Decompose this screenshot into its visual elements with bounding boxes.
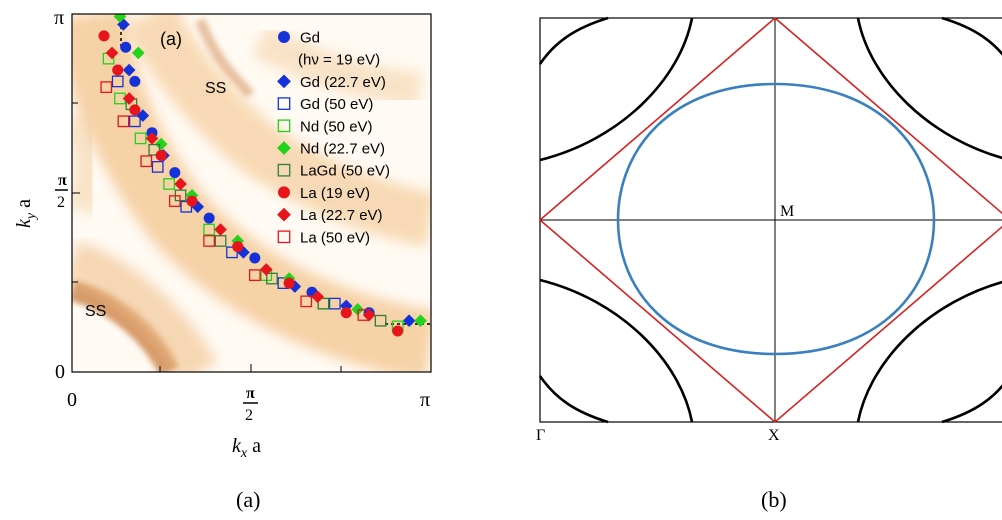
legend-label-1: Gd (22.7 eV) <box>300 74 386 91</box>
legend-label-0: Gd <box>300 30 320 47</box>
data-point-gd-1-8 <box>402 314 416 328</box>
arpes-intensity-map <box>72 14 431 372</box>
data-point-gd-2-1 <box>128 115 141 128</box>
point-label-gamma: Γ <box>536 427 545 444</box>
data-point-gd-0-1 <box>129 75 141 87</box>
data-point-la-7-2 <box>145 132 159 145</box>
data-point-la-6-4 <box>186 195 198 207</box>
data-point-la-8-0 <box>100 81 113 93</box>
data-point-la-6-8 <box>392 325 404 337</box>
data-point-la-7-3 <box>174 177 187 191</box>
data-point-gd-2-3 <box>180 200 193 213</box>
point-label-m: M <box>780 203 794 220</box>
axis-ticks <box>72 13 342 373</box>
legend-label-7: La (22.7 eV) <box>300 207 383 224</box>
data-point-la-7-4 <box>214 223 227 236</box>
legend-label-3: Nd (50 eV) <box>300 118 373 135</box>
panel-b: M Γ X <box>536 16 1002 444</box>
data-point-gd-0-3 <box>169 167 181 179</box>
legend-marker-0 <box>278 31 290 43</box>
data-points <box>98 14 427 337</box>
caption-b: (b) <box>761 487 787 512</box>
legend-label-6: La (19 eV) <box>300 185 370 202</box>
data-point-lagd-5-6 <box>374 314 387 327</box>
data-point-la-8-1 <box>117 115 130 128</box>
data-point-la-6-5 <box>232 241 244 253</box>
svg-text:2: 2 <box>245 407 253 424</box>
caption-a: (a) <box>236 487 261 512</box>
legend-marker-5 <box>277 163 291 177</box>
panel-label-a: (a) <box>160 29 182 49</box>
data-point-la-7-5 <box>259 263 273 276</box>
legend-marker-8 <box>277 230 291 244</box>
svg-text:π: π <box>246 385 255 402</box>
data-point-la-7-6 <box>311 290 325 304</box>
y-tick-label-zero: 0 <box>55 361 65 383</box>
data-point-la-6-0 <box>98 30 110 42</box>
data-point-gd-2-0 <box>111 75 124 88</box>
legend-marker-6 <box>278 186 290 199</box>
legend-label-2: Gd (50 eV) <box>300 96 373 113</box>
data-point-la-6-2 <box>129 104 141 116</box>
data-point-gd-2-2 <box>151 161 164 173</box>
legend-subtitle: (hν = 19 eV) <box>298 52 380 69</box>
data-point-gd-0-4 <box>203 212 215 224</box>
data-point-la-8-3 <box>168 195 181 207</box>
svg-text:π: π <box>58 172 67 189</box>
y-tick-label-pi: π <box>54 7 64 29</box>
data-point-la-8-4 <box>203 235 216 247</box>
data-point-lagd-5-5 <box>317 297 330 310</box>
x-axis-label: kx a <box>232 435 261 461</box>
data-point-la-7-1 <box>122 92 136 105</box>
data-point-nd-4-7 <box>414 314 427 328</box>
data-point-gd-1-1 <box>122 63 136 77</box>
legend-marker-1 <box>277 74 291 89</box>
data-point-gd-2-4 <box>226 246 238 259</box>
fermi-surface-contour <box>616 82 936 356</box>
data-point-la-6-7 <box>340 307 352 319</box>
x-tick-label-pi-half: π 2 <box>243 385 258 424</box>
legend-marker-4 <box>277 141 291 155</box>
svg-text:2: 2 <box>57 194 65 211</box>
point-label-x: X <box>768 427 780 444</box>
data-point-nd-4-0 <box>113 14 127 23</box>
data-point-gd-0-0 <box>120 41 132 53</box>
legend-label-4: Nd (22.7 eV) <box>300 141 385 158</box>
x-tick-label-pi: π <box>420 389 430 411</box>
data-point-nd-4-1 <box>131 46 145 60</box>
data-point-nd-4-2 <box>154 137 168 151</box>
ss-annotation-upper: SS <box>205 80 226 97</box>
x-tick-label-zero: 0 <box>67 389 77 411</box>
black-corner-curves <box>538 16 1002 424</box>
data-point-la-8-2 <box>140 155 153 168</box>
data-point-lagd-5-1 <box>148 143 161 156</box>
panel-a: (a) SS SS π π 2 0 0 π 2 π kx a ky a Gd (h… <box>13 7 432 461</box>
y-tick-label-pi-half: π 2 <box>55 172 68 211</box>
data-point-la-6-6 <box>283 277 295 289</box>
ss-annotation-lower: SS <box>85 303 106 320</box>
legend-marker-2 <box>277 97 291 110</box>
data-point-gd-0-5 <box>249 252 261 264</box>
data-point-la-7-0 <box>105 46 119 60</box>
data-point-la-8-6 <box>300 295 313 308</box>
y-axis-label: ky a <box>13 199 39 228</box>
zone-boundary-diamond <box>538 16 1002 424</box>
legend-marker-3 <box>277 119 291 133</box>
data-point-la-6-1 <box>112 64 124 76</box>
data-point-lagd-5-4 <box>266 272 278 285</box>
legend-label-5: LaGd (50 eV) <box>300 163 390 180</box>
data-point-gd-2-6 <box>328 297 341 310</box>
data-point-la-8-5 <box>248 269 261 282</box>
data-point-la-6-3 <box>155 149 167 161</box>
legend: Gd (hν = 19 eV) Gd (22.7 eV) Gd (50 eV) Nd (… <box>277 30 390 246</box>
data-point-la-8-7 <box>357 309 370 321</box>
legend-label-8: La (50 eV) <box>300 229 370 246</box>
legend-marker-7 <box>277 207 291 222</box>
